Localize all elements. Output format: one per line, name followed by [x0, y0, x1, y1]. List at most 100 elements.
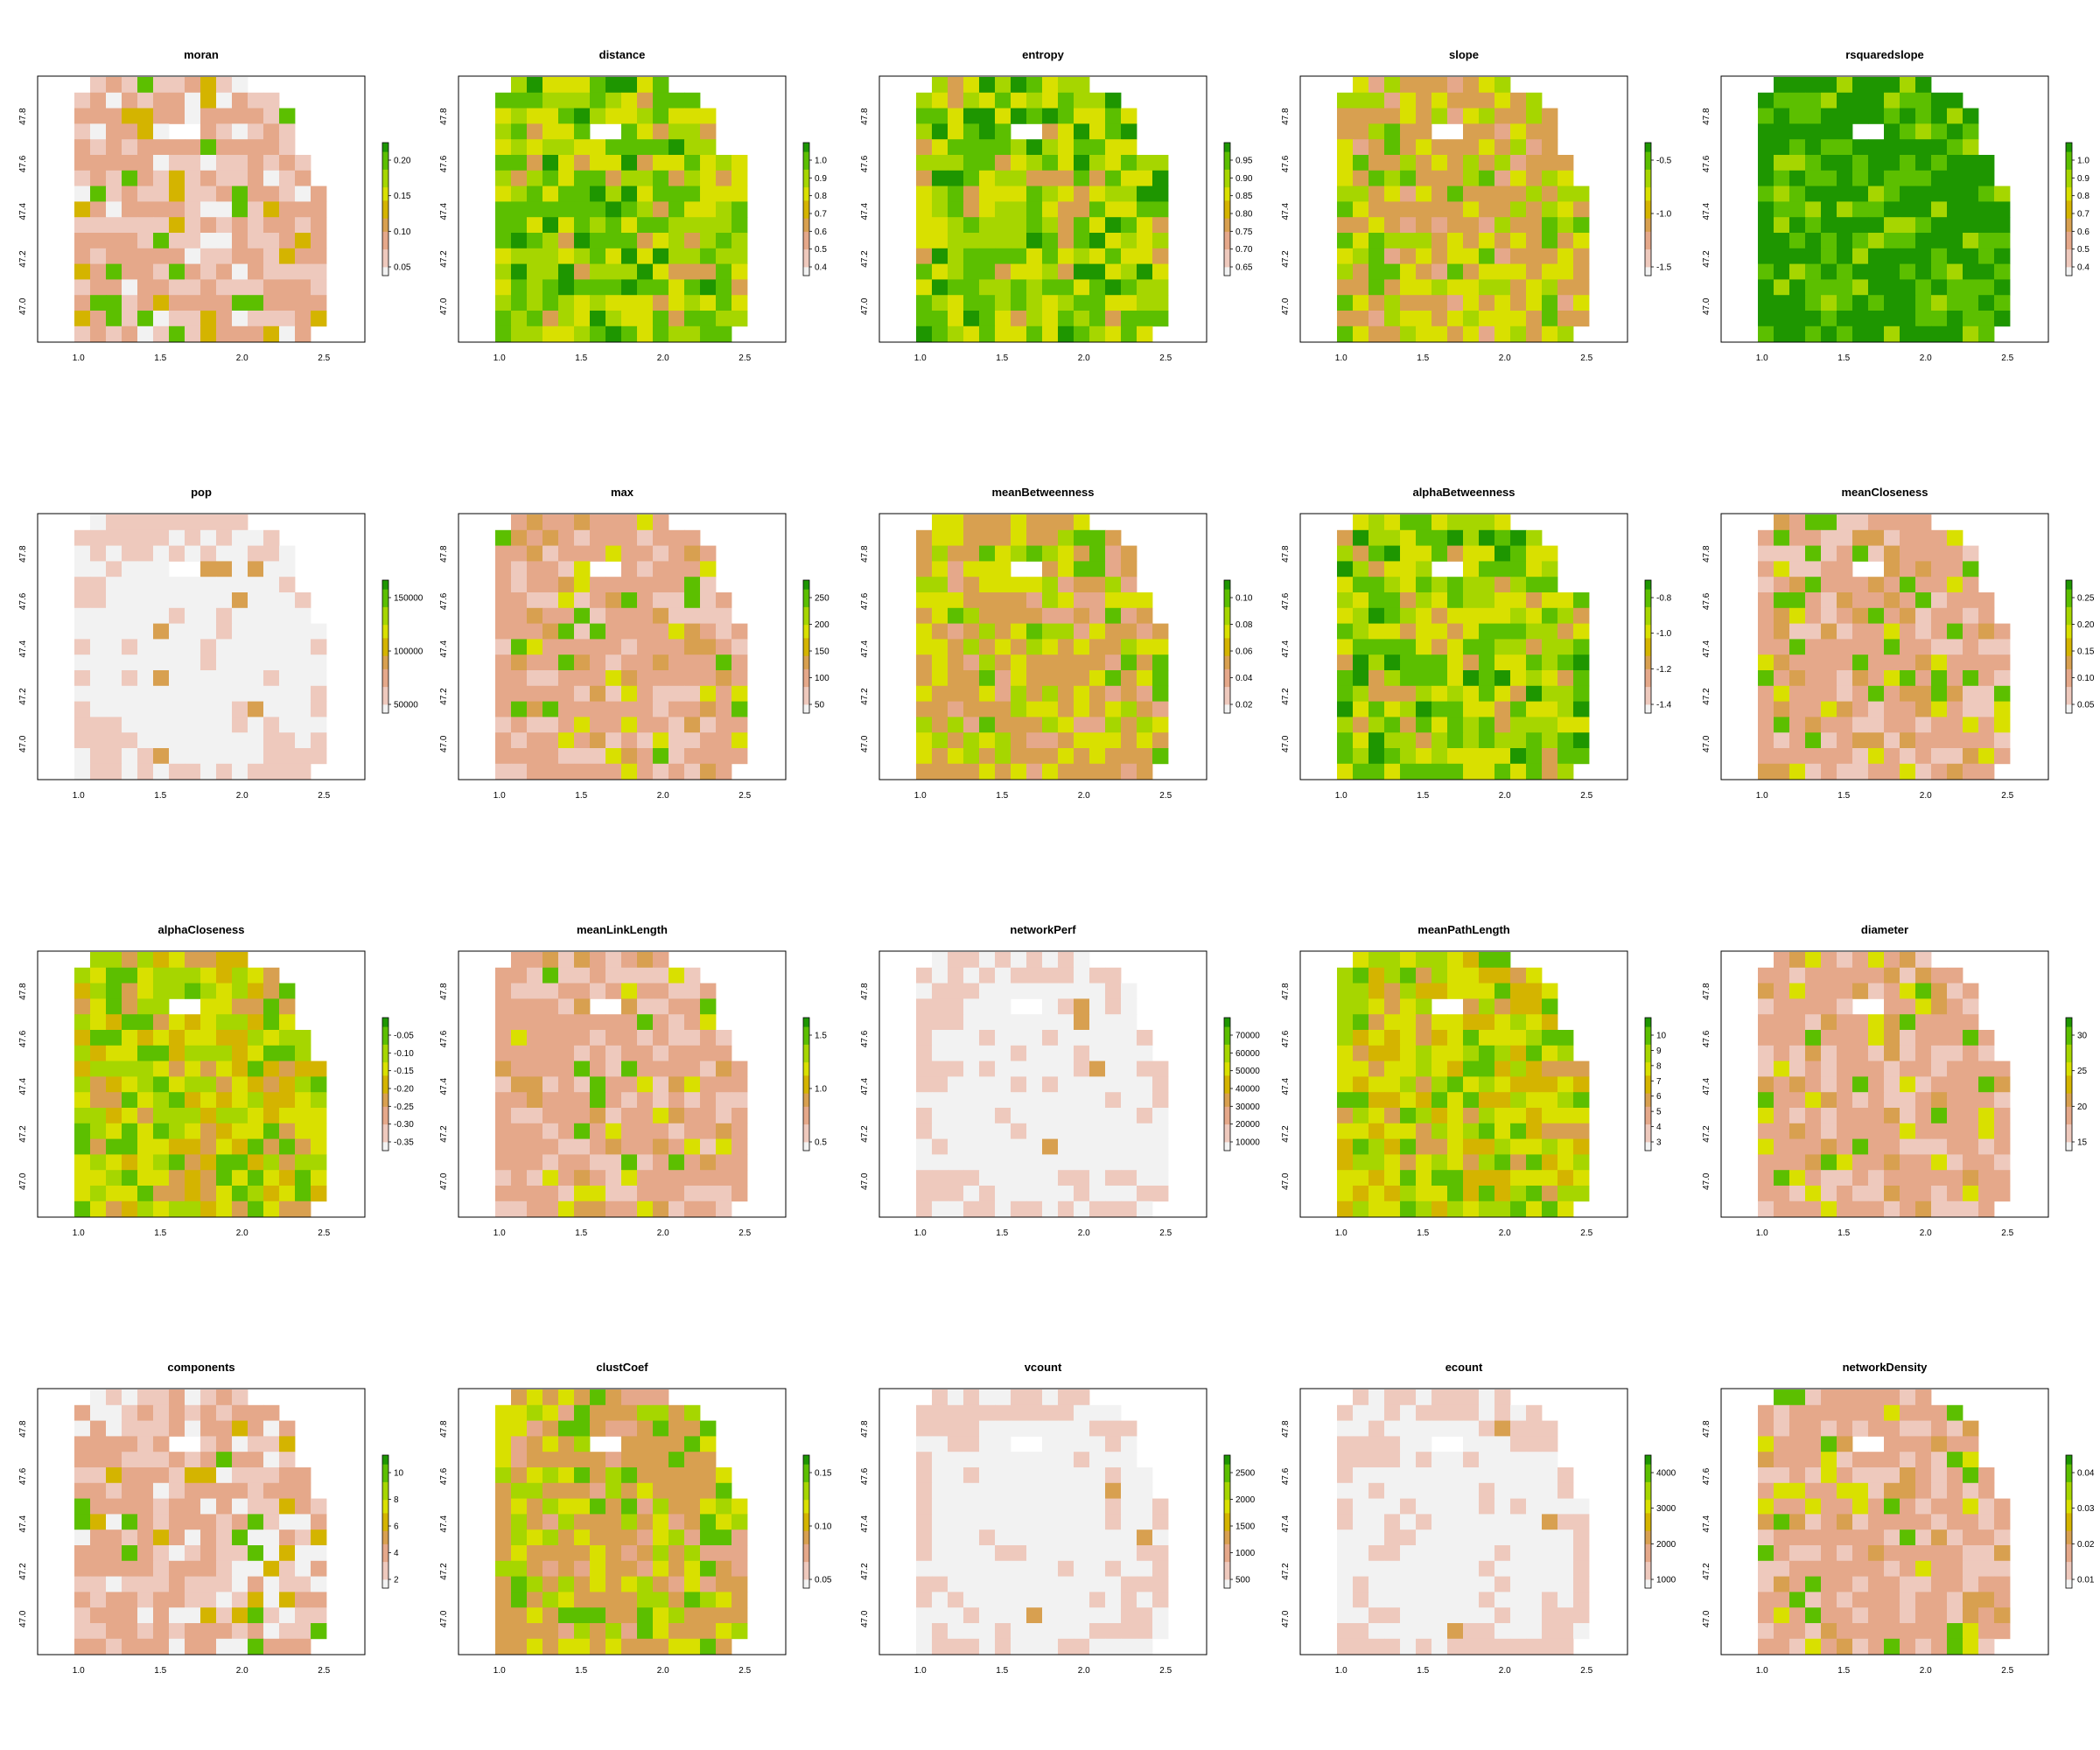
raster-cell — [1774, 263, 1790, 280]
legend-swatch — [382, 1088, 388, 1094]
raster-cell — [1074, 670, 1090, 687]
raster-cell — [295, 623, 312, 640]
legend-label: 0.8 — [815, 192, 827, 201]
raster-cell — [963, 1186, 980, 1202]
raster-cell — [932, 123, 948, 140]
raster-cell — [590, 326, 606, 342]
raster-cell — [153, 1607, 170, 1624]
raster-cell — [1463, 701, 1480, 718]
raster-cell — [216, 1467, 233, 1484]
raster-cell — [606, 717, 622, 733]
raster-cell — [1510, 279, 1527, 296]
raster-cell — [948, 295, 964, 312]
raster-cell — [558, 295, 575, 312]
raster-cell — [668, 1186, 685, 1202]
raster-cell — [542, 592, 559, 609]
raster-cell — [653, 326, 669, 342]
raster-cell — [542, 1014, 559, 1031]
raster-cell — [1915, 233, 1932, 249]
raster-cell — [574, 1186, 591, 1202]
raster-cell — [495, 529, 512, 546]
legend-label: 1.0 — [815, 157, 827, 166]
legend-label: 6 — [1656, 1092, 1662, 1102]
raster-cell — [1774, 295, 1790, 312]
raster-cell — [90, 1467, 107, 1484]
raster-cell — [232, 1076, 248, 1093]
raster-cell — [122, 1607, 138, 1624]
x-tick-label: 1.0 — [494, 354, 506, 363]
raster-cell — [1868, 233, 1885, 249]
raster-cell — [1931, 998, 1948, 1015]
raster-cell — [995, 326, 1012, 342]
raster-cell — [248, 685, 264, 702]
raster-cell — [137, 92, 154, 108]
raster-cell — [1837, 561, 1853, 578]
raster-cell — [1074, 1186, 1090, 1202]
raster-cell — [1931, 1076, 1948, 1093]
raster-cell — [1337, 623, 1354, 640]
raster-cell — [621, 1154, 638, 1171]
raster-cell — [1789, 201, 1806, 218]
raster-cell — [1963, 639, 1979, 655]
raster-cell — [1789, 732, 1806, 749]
raster-cell — [1463, 607, 1480, 624]
raster-cell — [1042, 108, 1059, 124]
raster-cell — [1994, 311, 2011, 327]
raster-cell — [1852, 685, 1869, 702]
raster-cell — [558, 1420, 575, 1437]
raster-cell — [511, 732, 528, 749]
raster-cell — [1789, 685, 1806, 702]
raster-cell — [90, 1138, 107, 1155]
raster-cell — [916, 561, 933, 578]
legend-swatch — [803, 173, 809, 179]
raster-cell — [1463, 1200, 1480, 1217]
raster-cell — [979, 685, 996, 702]
raster-cell — [122, 1623, 138, 1640]
raster-cell — [1494, 577, 1511, 593]
raster-cell — [684, 1467, 701, 1484]
raster-cell — [153, 732, 170, 749]
raster-cell — [137, 295, 154, 312]
raster-cell — [558, 592, 575, 609]
raster-cell — [916, 1060, 933, 1077]
legend-swatch — [2066, 270, 2072, 276]
legend-label: 30 — [2077, 1032, 2088, 1041]
raster-cell — [1994, 623, 2011, 640]
raster-cell — [590, 279, 606, 296]
legend-swatch — [1645, 240, 1651, 246]
raster-cell — [558, 607, 575, 624]
legend-swatch — [1645, 633, 1651, 639]
raster-cell — [1852, 1186, 1869, 1202]
raster-cell — [606, 967, 622, 984]
raster-cell — [1774, 998, 1790, 1015]
raster-cell — [1868, 139, 1885, 156]
raster-cell — [1416, 1200, 1432, 1217]
raster-cell — [1758, 561, 1774, 578]
raster-cell — [185, 1014, 201, 1031]
raster-cell — [1542, 545, 1558, 562]
raster-cell — [216, 670, 233, 687]
raster-cell — [1900, 248, 1916, 264]
raster-cell — [1463, 967, 1480, 984]
raster-cell — [542, 1452, 559, 1468]
raster-cell — [574, 1200, 591, 1217]
raster-cell — [1884, 1060, 1900, 1077]
raster-cell — [932, 186, 948, 202]
raster-cell — [1368, 92, 1385, 108]
legend-swatch — [1645, 191, 1651, 197]
raster-cell — [185, 326, 201, 342]
raster-cell — [1947, 732, 1964, 749]
raster-cell — [1774, 155, 1790, 172]
raster-cell — [1494, 1030, 1511, 1046]
raster-cell — [1368, 217, 1385, 234]
raster-cell — [74, 1200, 91, 1217]
raster-cell — [1774, 983, 1790, 999]
raster-cell — [1479, 561, 1495, 578]
raster-cell — [263, 186, 280, 202]
raster-cell — [1432, 952, 1448, 969]
raster-cell — [621, 77, 638, 94]
raster-cell — [1447, 1123, 1464, 1139]
raster-cell — [1947, 108, 1964, 124]
raster-cell — [122, 763, 138, 780]
raster-cell — [1337, 217, 1354, 234]
